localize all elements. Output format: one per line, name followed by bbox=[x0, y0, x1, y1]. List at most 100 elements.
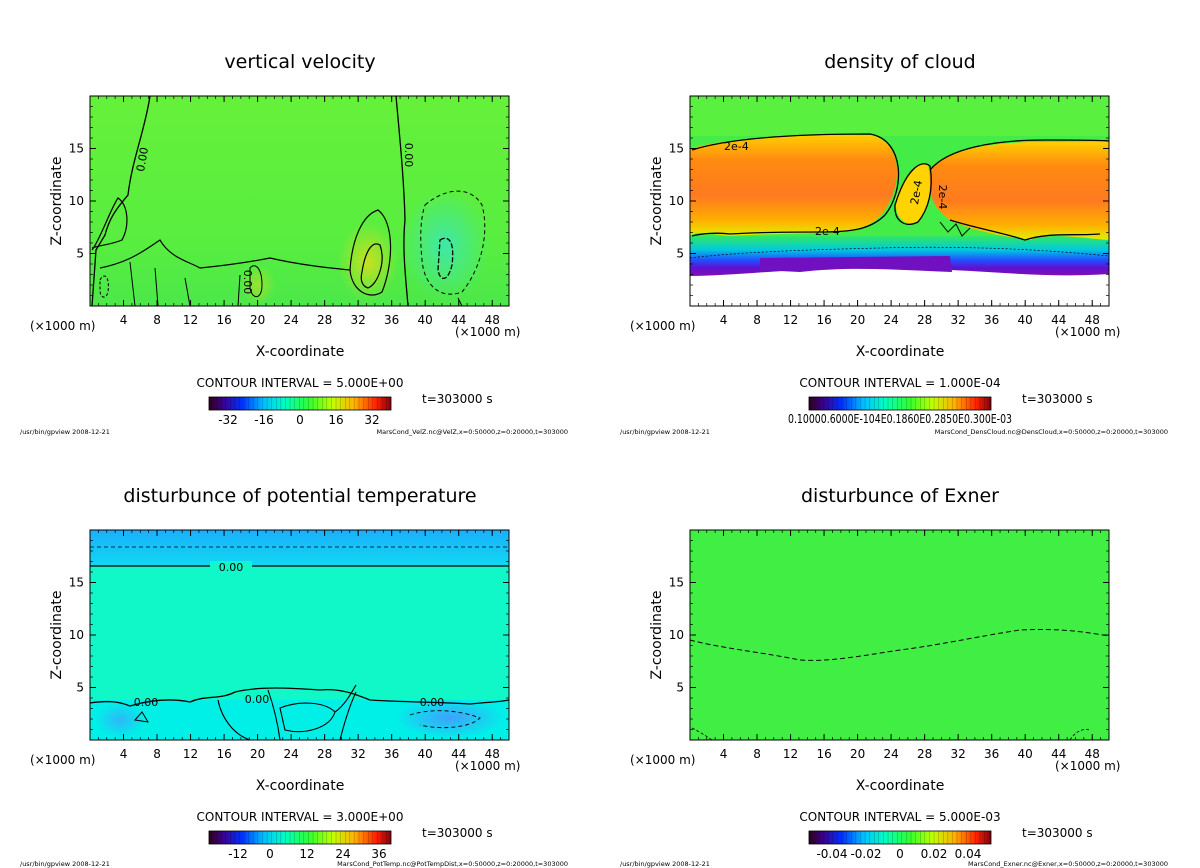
x-tick-label: 36 bbox=[984, 313, 999, 327]
x-tick-label: 40 bbox=[1018, 313, 1033, 327]
contour-label: 2e-4 bbox=[815, 225, 840, 238]
chart-title: density of cloud bbox=[824, 51, 976, 73]
x-tick-label: 28 bbox=[317, 313, 332, 327]
x-tick-label: 48 bbox=[1085, 747, 1100, 761]
x-tick-label: 28 bbox=[917, 313, 932, 327]
colorbar-tick: 0 bbox=[296, 413, 304, 427]
x-tick-label: 20 bbox=[250, 747, 265, 761]
x-tick-label: 28 bbox=[317, 747, 332, 761]
y-axis-label: Z-coordinate bbox=[649, 156, 665, 245]
colorbar-ticks: -32 -16 0 16 32 bbox=[218, 413, 379, 427]
x-axis-label: X-coordinate bbox=[256, 778, 345, 794]
contour-interval: CONTOUR INTERVAL = 3.000E+00 bbox=[197, 810, 404, 824]
colorbar bbox=[808, 396, 992, 411]
y-axis-label: Z-coordinate bbox=[49, 590, 65, 679]
y-tick-label: 5 bbox=[76, 681, 84, 695]
contour-interval: CONTOUR INTERVAL = 1.000E-04 bbox=[799, 376, 1000, 390]
x-tick-label: 12 bbox=[783, 313, 798, 327]
panel-vertical-velocity: vertical velocity 0.00 0.00 0.00 4 8 12 16 2… bbox=[20, 51, 568, 436]
x-axis-ticks: 4 8 12 16 20 24 28 32 36 40 44 48 bbox=[689, 530, 1110, 761]
y-axis-label: Z-coordinate bbox=[649, 590, 665, 679]
contour-label: 0.00 bbox=[420, 696, 445, 709]
x-tick-label: 32 bbox=[951, 747, 966, 761]
x-tick-label: 36 bbox=[384, 747, 399, 761]
contour-label: 0.00 bbox=[245, 693, 270, 706]
x-tick-label: 32 bbox=[351, 313, 366, 327]
y-axis-ticks: 5 10 15 bbox=[669, 95, 1109, 307]
footer-left: /usr/bin/gpview 2008-12-21 bbox=[620, 860, 710, 868]
x-axis-ticks: 4 8 12 16 20 24 28 32 36 40 44 48 bbox=[89, 96, 510, 327]
contour-label: 2e-4 bbox=[936, 185, 949, 210]
x-tick-label: 16 bbox=[216, 313, 231, 327]
x-tick-label: 44 bbox=[451, 747, 466, 761]
y-tick-label: 10 bbox=[69, 194, 84, 208]
x-unit-left: (×1000 m) bbox=[30, 319, 95, 333]
time-label: t=303000 s bbox=[1022, 392, 1093, 406]
x-tick-label: 40 bbox=[1018, 747, 1033, 761]
panel-density-of-cloud: density of cloud 2e-4 2e-4 2e-4 2e-4 bbox=[620, 51, 1168, 436]
x-tick-label: 40 bbox=[418, 313, 433, 327]
colorbar-tick: 36 bbox=[371, 847, 386, 861]
footer-right: MarsCond_Exner.nc@Exner,x=0:50000,z=0:20… bbox=[968, 860, 1168, 868]
footer-left: /usr/bin/gpview 2008-12-21 bbox=[20, 860, 110, 868]
footer-right: MarsCond_VelZ.nc@VelZ,x=0:50000,z=0:2000… bbox=[377, 428, 568, 436]
time-label: t=303000 s bbox=[422, 826, 493, 840]
x-tick-label: 32 bbox=[351, 747, 366, 761]
y-axis-label: Z-coordinate bbox=[49, 156, 65, 245]
x-tick-label: 4 bbox=[120, 313, 128, 327]
colorbar-tick: 0.10000.6000E-104E0.1860E0.2850E0.300E-0… bbox=[788, 412, 1012, 426]
x-unit-right: (×1000 m) bbox=[455, 759, 520, 773]
y-tick-label: 5 bbox=[676, 681, 684, 695]
contour-label: 0.00 bbox=[134, 146, 151, 172]
x-unit-right: (×1000 m) bbox=[1055, 759, 1120, 773]
x-tick-label: 16 bbox=[816, 747, 831, 761]
x-tick-label: 16 bbox=[816, 313, 831, 327]
chart-title: disturbunce of Exner bbox=[801, 485, 999, 507]
x-unit-right: (×1000 m) bbox=[1055, 325, 1120, 339]
footer-left: /usr/bin/gpview 2008-12-21 bbox=[620, 428, 710, 436]
colorbar-tick: -0.02 bbox=[850, 847, 881, 861]
colorbar-tick: 0 bbox=[896, 847, 904, 861]
contour-label: 0.00 bbox=[402, 143, 415, 168]
x-tick-label: 8 bbox=[153, 313, 161, 327]
colorbar-ticks: -0.04 -0.02 0 0.02 0.04 bbox=[816, 847, 981, 861]
colorbar-tick: 0.04 bbox=[955, 847, 982, 861]
colorbar-tick: -16 bbox=[254, 413, 274, 427]
plot-area bbox=[689, 529, 1110, 741]
panel-potential-temperature: disturbunce of potential temperature 0.0… bbox=[20, 485, 568, 868]
x-tick-label: 24 bbox=[883, 313, 898, 327]
x-tick-label: 12 bbox=[183, 747, 198, 761]
contour-label: 2e-4 bbox=[724, 140, 749, 153]
plot-area: 2e-4 2e-4 2e-4 2e-4 bbox=[689, 95, 1110, 307]
x-tick-label: 44 bbox=[451, 313, 466, 327]
colorbar bbox=[208, 830, 392, 845]
y-axis-ticks: 5 10 15 bbox=[69, 95, 509, 307]
footer-right: MarsCond_PotTemp.nc@PotTempDist,x=0:5000… bbox=[337, 860, 568, 868]
x-axis-ticks: 4 8 12 16 20 24 28 32 36 40 44 48 bbox=[689, 96, 1110, 327]
contour-label: 0.00 bbox=[134, 696, 159, 709]
x-tick-label: 8 bbox=[153, 747, 161, 761]
x-tick-label: 32 bbox=[951, 313, 966, 327]
x-tick-label: 24 bbox=[283, 747, 298, 761]
x-unit-left: (×1000 m) bbox=[30, 753, 95, 767]
x-axis-label: X-coordinate bbox=[856, 344, 945, 360]
footer-left: /usr/bin/gpview 2008-12-21 bbox=[20, 428, 110, 436]
colorbar bbox=[808, 830, 992, 845]
colorbar-ticks: -12 0 12 24 36 bbox=[228, 847, 386, 861]
x-tick-label: 8 bbox=[753, 313, 761, 327]
x-tick-label: 4 bbox=[720, 313, 728, 327]
x-tick-label: 20 bbox=[250, 313, 265, 327]
x-tick-label: 40 bbox=[418, 747, 433, 761]
x-tick-label: 48 bbox=[1085, 313, 1100, 327]
time-label: t=303000 s bbox=[422, 392, 493, 406]
x-axis-label: X-coordinate bbox=[856, 778, 945, 794]
x-tick-label: 20 bbox=[850, 747, 865, 761]
x-tick-label: 36 bbox=[384, 313, 399, 327]
x-axis-label: X-coordinate bbox=[256, 344, 345, 360]
x-tick-label: 48 bbox=[485, 313, 500, 327]
colorbar-tick: 12 bbox=[299, 847, 314, 861]
contour-interval: CONTOUR INTERVAL = 5.000E-03 bbox=[799, 810, 1000, 824]
colorbar-tick: -32 bbox=[218, 413, 238, 427]
y-axis-ticks: 5 10 15 bbox=[669, 529, 1109, 741]
x-tick-label: 48 bbox=[485, 747, 500, 761]
